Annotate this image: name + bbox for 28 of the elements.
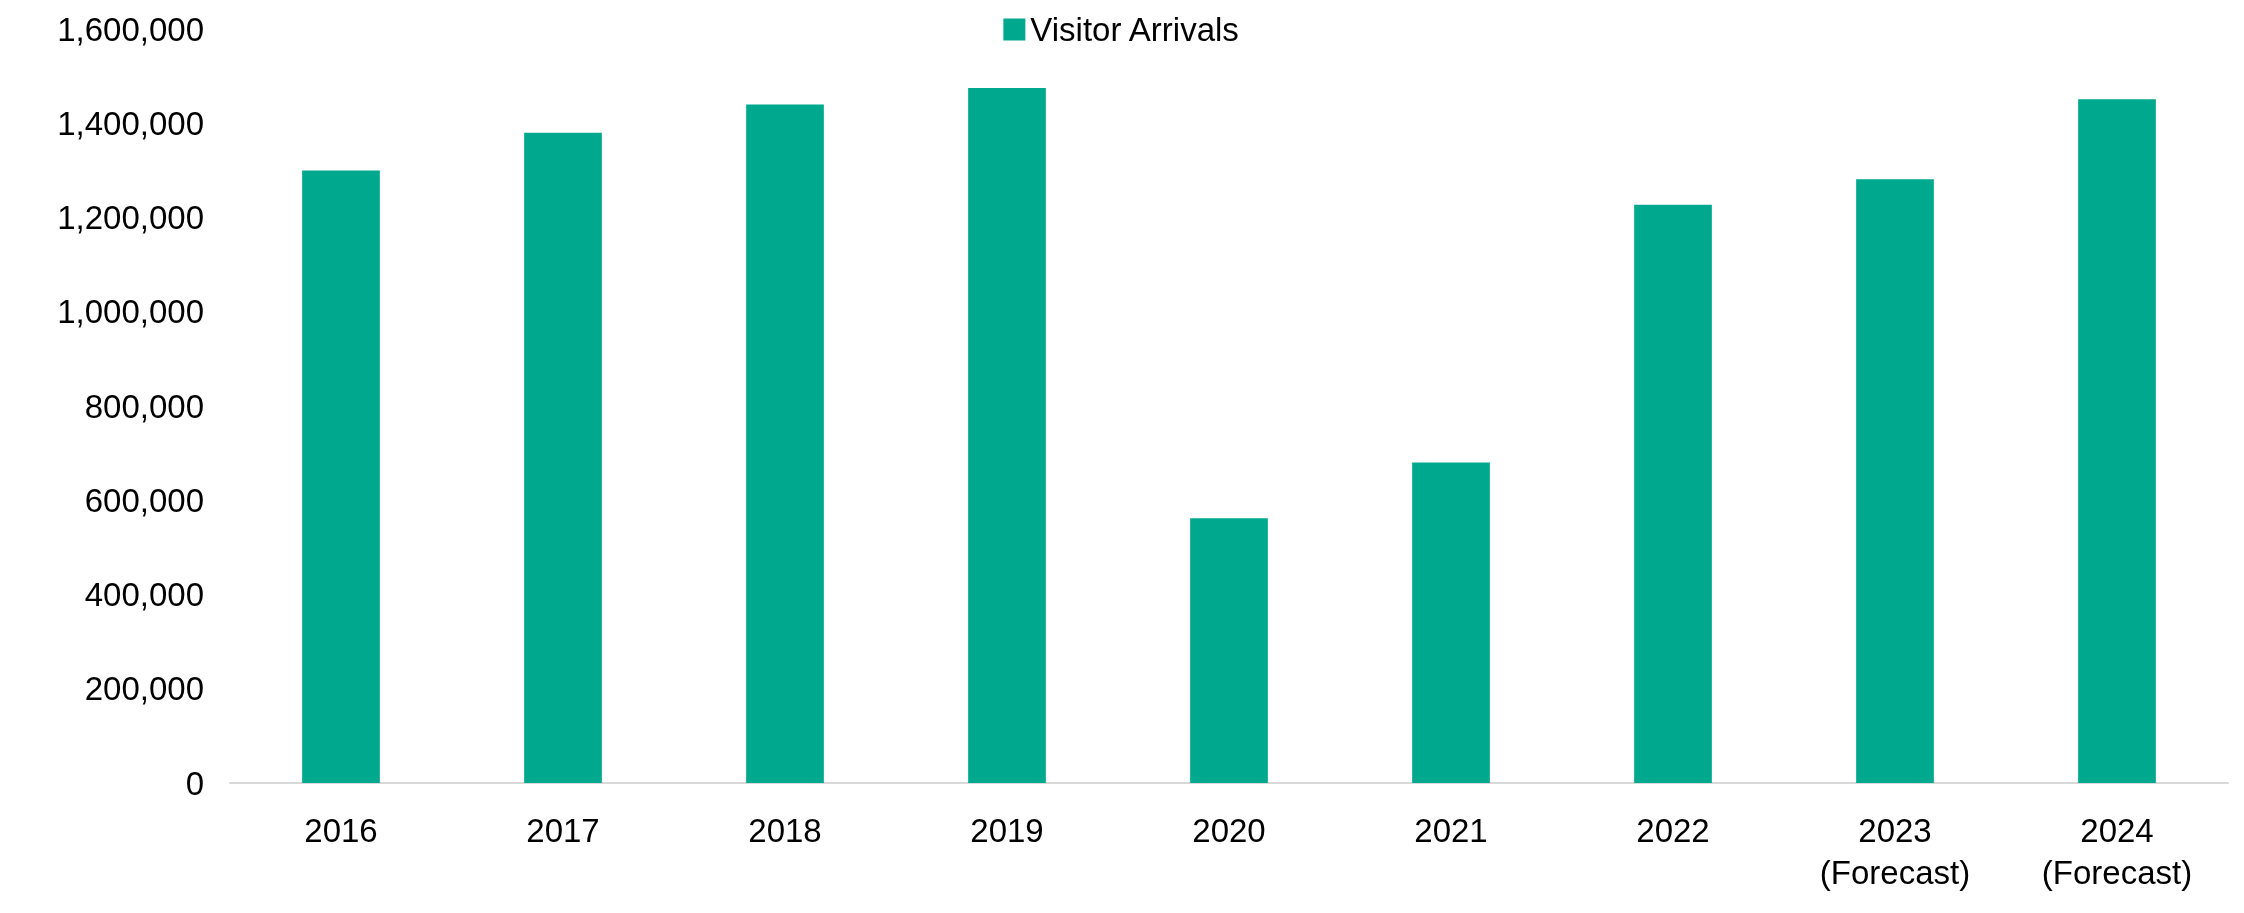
x-tick-label: 2020 (1192, 811, 1266, 849)
y-tick-label: 800,000 (84, 387, 204, 425)
bar (2078, 99, 2156, 783)
y-tick-label: 1,000,000 (57, 293, 204, 331)
x-tick-label: 2023 (Forecast) (1819, 811, 1971, 891)
x-tick-label: 2016 (304, 811, 378, 849)
legend-label: Visitor Arrivals (1030, 11, 1239, 48)
y-tick-label: 0 (185, 764, 204, 802)
y-tick-label: 1,200,000 (57, 199, 204, 236)
x-tick-label: 2017 (526, 811, 600, 849)
x-tick-label: 2019 (970, 811, 1044, 849)
y-tick-label: 1,600,000 (57, 10, 204, 48)
bar (1856, 179, 1934, 783)
bar (1412, 462, 1490, 783)
x-tick-label: 2022 (1636, 811, 1710, 849)
y-tick-label: 1,400,000 (57, 104, 204, 142)
bar (1190, 518, 1268, 783)
y-tick-label: 600,000 (84, 481, 204, 519)
bar (746, 104, 824, 783)
x-tick-label: 2018 (748, 811, 822, 849)
bar (524, 132, 602, 783)
y-tick-label: 200,000 (84, 670, 204, 708)
x-tick-label: 2024 (Forecast) (2041, 811, 2193, 891)
bar (302, 170, 380, 783)
bar (968, 87, 1046, 783)
x-tick-label: 2021 (1414, 811, 1488, 849)
bar (1634, 204, 1712, 783)
y-tick-label: 400,000 (84, 576, 204, 613)
